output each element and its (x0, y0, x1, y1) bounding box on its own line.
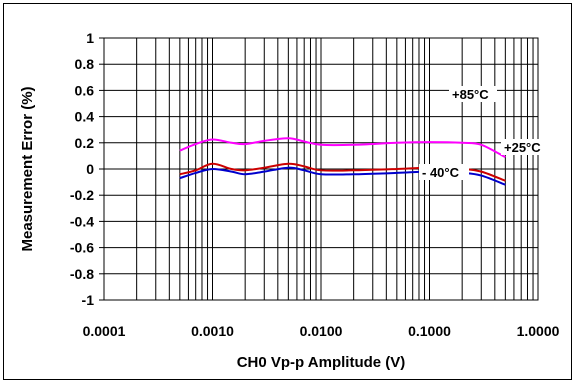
y-axis-ticks: 1 0.8 0.6 0.4 0.2 0 -0.2 -0.4 -0.6 -0.8 -1 (70, 30, 104, 308)
annotation-background (449, 86, 497, 102)
y-tick-label: -0.8 (70, 266, 94, 282)
x-tick-label: 0.0001 (83, 323, 126, 339)
y-tick-label: 1 (86, 30, 94, 46)
x-tick-label: 1.0000 (517, 323, 560, 339)
y-tick-label: -0.2 (70, 187, 94, 203)
annotation-background (419, 164, 469, 180)
x-tick-label: 0.0100 (300, 323, 343, 339)
x-axis-ticks: 0.0001 0.0010 0.0100 0.1000 1.0000 (83, 323, 560, 339)
x-axis-title: CH0 Vp-p Amplitude (V) (237, 354, 406, 371)
y-tick-label: 0.4 (75, 109, 95, 125)
series-annotations: +85°C +25°C - 40°C (419, 86, 549, 180)
x-tick-label: 0.0010 (191, 323, 234, 339)
chart-frame: 1 0.8 0.6 0.4 0.2 0 -0.2 -0.4 -0.6 -0.8 -1 0.0001 0… (3, 3, 572, 380)
y-tick-label: -1 (82, 292, 95, 308)
annotation-background (501, 139, 549, 155)
series-annotation-label: - 40°C (422, 165, 460, 180)
y-tick-label: 0.2 (75, 135, 95, 151)
y-tick-label: 0.8 (75, 56, 95, 72)
y-tick-label: -0.4 (70, 213, 94, 229)
series-annotation-label: +25°C (504, 140, 541, 155)
y-tick-label: -0.6 (70, 240, 94, 256)
series-annotation-label: +85°C (452, 87, 489, 102)
series-line-85c (179, 137, 506, 159)
y-tick-label: 0 (86, 161, 94, 177)
y-tick-label: 0.6 (75, 82, 95, 98)
x-tick-label: 0.1000 (408, 323, 451, 339)
y-axis-title: Measurement Error (%) (19, 86, 36, 251)
error-vs-amplitude-chart: 10.80.60.40.20-0.2-0.4-0.6-0.8-1 0.0001 0… (19, 30, 560, 371)
